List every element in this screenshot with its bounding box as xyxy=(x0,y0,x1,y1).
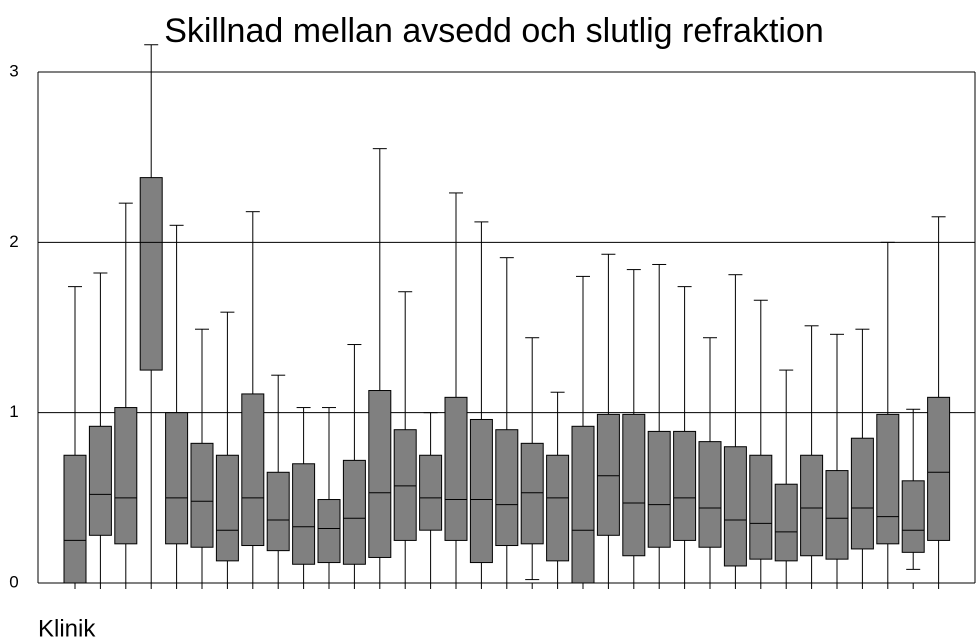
box xyxy=(393,429,417,541)
box xyxy=(88,425,112,536)
box xyxy=(723,446,747,567)
box xyxy=(190,442,214,548)
box xyxy=(850,437,874,550)
box xyxy=(596,413,620,536)
box xyxy=(342,459,366,565)
box xyxy=(317,499,341,564)
y-tick-label: 2 xyxy=(9,232,18,251)
box xyxy=(469,418,493,564)
box xyxy=(419,454,443,531)
box xyxy=(444,396,468,541)
box xyxy=(698,441,722,548)
y-tick-label: 0 xyxy=(9,572,18,591)
box xyxy=(749,454,773,560)
y-tick-label: 1 xyxy=(9,402,18,421)
box xyxy=(546,454,570,562)
box xyxy=(241,393,265,547)
box xyxy=(876,413,900,545)
box xyxy=(901,480,925,553)
box xyxy=(368,390,392,558)
box xyxy=(292,463,316,565)
y-tick-label: 3 xyxy=(9,61,18,80)
box xyxy=(114,407,138,545)
box xyxy=(571,425,595,584)
box xyxy=(63,454,87,584)
box xyxy=(673,430,697,541)
box xyxy=(647,430,671,548)
box xyxy=(266,471,290,552)
box xyxy=(495,429,519,547)
box xyxy=(800,454,824,557)
x-axis-label: Klinik xyxy=(38,615,96,639)
box xyxy=(825,470,849,560)
chart-title: Skillnad mellan avsedd och slutlig refra… xyxy=(164,12,824,50)
box xyxy=(165,412,189,545)
box xyxy=(139,177,163,371)
box xyxy=(215,454,239,562)
box xyxy=(622,413,646,557)
box xyxy=(927,396,951,541)
box xyxy=(520,442,544,545)
box xyxy=(774,483,798,562)
